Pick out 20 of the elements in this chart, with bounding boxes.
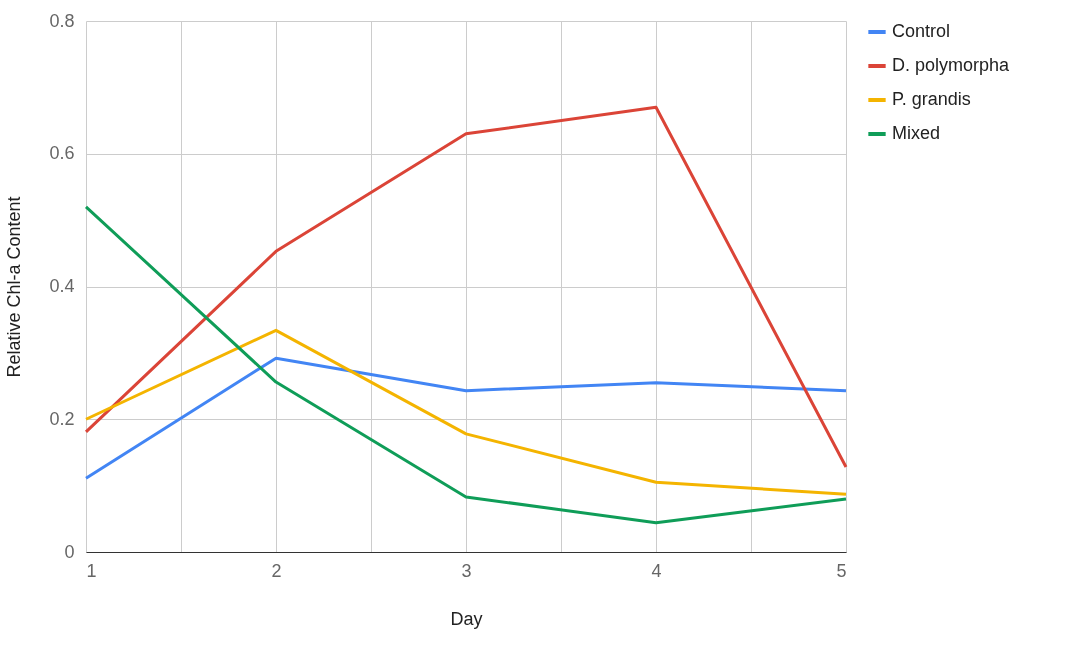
legend-label: D. polymorpha [892, 55, 1011, 75]
line-series [84, 105, 848, 469]
legend-label: P. grandis [892, 89, 971, 109]
y-tick-label: 0.8 [49, 10, 75, 31]
y-tick-label: 0.2 [49, 408, 75, 429]
line-series [84, 356, 848, 480]
x-tick-label: 3 [461, 560, 472, 581]
x-tick-label: 2 [271, 560, 282, 581]
x-tick-label: 1 [86, 560, 97, 581]
y-axis-title: Relative Chl-a Content [4, 196, 25, 378]
legend-label: Mixed [892, 123, 941, 143]
line-series [84, 205, 848, 525]
legend-label: Control [892, 21, 951, 41]
x-tick-label: 5 [836, 560, 847, 581]
y-tick-label: 0.6 [49, 143, 75, 164]
line-series [84, 328, 848, 496]
x-axis-title: Day [450, 608, 483, 629]
y-tick-label: 0 [64, 541, 75, 562]
x-tick-label: 4 [651, 560, 662, 581]
y-tick-label: 0.4 [49, 276, 75, 296]
